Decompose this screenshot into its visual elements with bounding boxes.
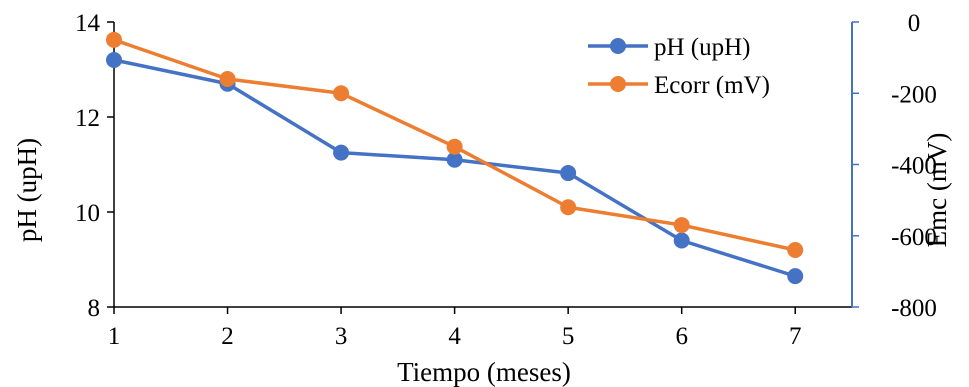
legend-entry-ecorr: Ecorr (mV) [588,72,770,99]
legend: pH (upH) Ecorr (mV) [588,34,770,99]
y-tick-label: 14 [75,10,101,37]
y-tick-label: 10 [75,200,100,227]
y-axis-title: pH (upH) [12,138,42,242]
x-tick-label: 3 [335,323,348,350]
data-point-ph [333,144,350,161]
data-point-ph [673,232,690,249]
data-point-ecorr [787,242,804,258]
x-tick-label: 6 [675,323,688,350]
y2-axis-title: Emc (mV) [922,133,952,248]
data-point-ph [787,268,804,285]
data-point-ecorr [219,71,236,87]
y-tick-label: 12 [75,105,100,132]
data-point-ecorr [446,138,463,155]
legend-label-ecorr: Ecorr (mV) [654,72,770,99]
x-axis-title: Tiempo (meses) [397,357,571,387]
y2-tick-label: -200 [891,81,937,108]
data-point-ph [446,151,463,168]
data-point-ph [560,165,577,182]
x-tick-label: 7 [789,323,802,350]
data-point-ecorr [106,31,122,48]
x-tick-label: 1 [108,323,121,350]
y2-tick-label: -800 [891,295,937,322]
legend-marker-ecorr [610,76,626,92]
legend-entry-ph: pH (upH) [588,34,751,61]
y2-tick-label: -400 [891,153,937,180]
x-tick-label: 2 [221,323,234,350]
series-layer [106,31,804,285]
legend-marker-ph [610,38,626,54]
data-point-ecorr [333,85,350,102]
y2-tick-label: 0 [908,10,921,37]
x-tick-label: 4 [448,323,461,350]
legend-label-ph: pH (upH) [654,34,751,61]
x-tick-label: 5 [562,323,575,350]
y-tick-label: 8 [88,295,101,322]
data-point-ecorr [673,217,690,234]
data-point-ecorr [560,199,577,216]
data-point-ph [106,52,122,68]
y2-tick-label: -600 [891,224,937,251]
